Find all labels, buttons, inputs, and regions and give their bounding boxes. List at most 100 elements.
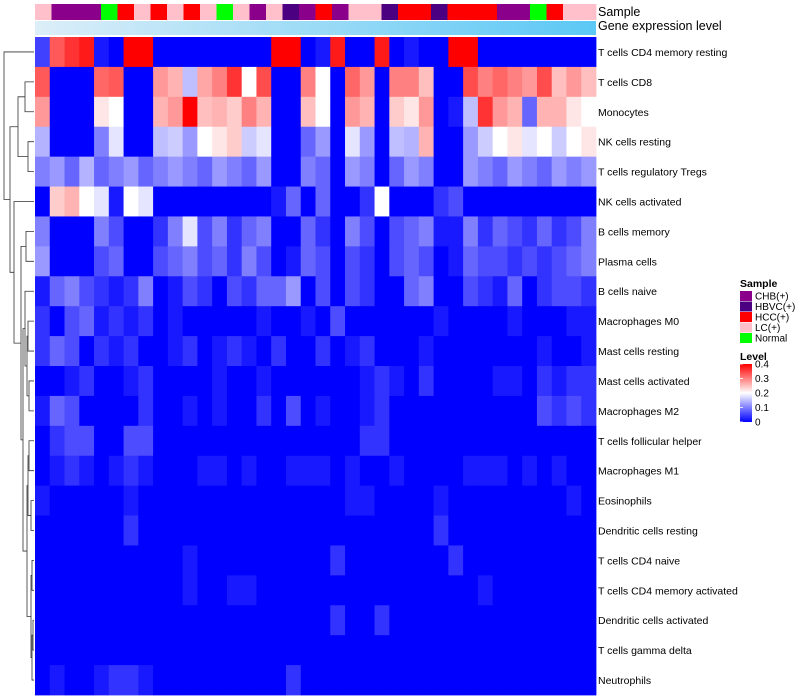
heatmap-cell [507, 156, 523, 187]
heatmap-cell [463, 665, 479, 696]
heatmap-cell [433, 605, 449, 636]
heatmap-cell [345, 635, 361, 666]
heatmap-cell [212, 336, 228, 367]
heatmap-cell [581, 66, 597, 98]
sample-legend-label: HCC(+) [755, 313, 789, 324]
heatmap-cell [492, 276, 508, 307]
heatmap-cell [463, 545, 479, 576]
heatmap-cell [197, 126, 213, 158]
heatmap-cell [79, 425, 95, 457]
heatmap-cell [551, 455, 567, 487]
dendrogram-branch [24, 290, 34, 367]
heatmap-cell [345, 126, 361, 158]
heatmap-cell [79, 485, 95, 516]
heatmap-cell [477, 37, 494, 68]
heatmap-cell [300, 605, 316, 636]
heatmap-cell [271, 276, 287, 307]
heatmap-cell [359, 336, 375, 367]
heatmap-cell [492, 366, 508, 397]
heatmap-cell [507, 366, 523, 397]
sample-annotation-cell [249, 4, 267, 20]
heatmap-cell [94, 635, 110, 666]
heatmap-cell [330, 545, 346, 576]
heatmap-cell [404, 66, 420, 98]
heatmap-cell [492, 186, 508, 217]
heatmap-cell [315, 545, 331, 576]
heatmap-cell [359, 455, 375, 487]
heatmap-cell [123, 395, 139, 427]
heatmap-cell [477, 276, 494, 307]
heatmap-cell [300, 665, 316, 696]
heatmap-cell [79, 96, 95, 128]
row-label: Macrophages M1 [598, 466, 679, 478]
heatmap-cell [522, 425, 538, 457]
heatmap-cell [197, 455, 213, 487]
heatmap-cell [123, 126, 139, 158]
heatmap-cell [389, 126, 405, 158]
heatmap-cell [389, 246, 405, 277]
heatmap-cell [94, 246, 110, 277]
heatmap-cell [581, 575, 597, 606]
heatmap-cell [300, 246, 316, 277]
heatmap-cell [153, 306, 169, 337]
heatmap-cell [123, 246, 139, 277]
heatmap-cell [197, 276, 213, 307]
heatmap-cell [389, 395, 405, 427]
heatmap-cell [581, 485, 597, 516]
heatmap-cell [271, 246, 287, 277]
heatmap-cell [167, 665, 184, 696]
heatmap-cell [359, 425, 375, 457]
heatmap-cell [463, 425, 479, 457]
heatmap-cell [167, 515, 184, 546]
heatmap-cell [345, 276, 361, 307]
heatmap-cell [256, 425, 272, 457]
level-legend-title: Level [740, 351, 767, 363]
heatmap-cell [300, 216, 316, 247]
heatmap-cell [404, 186, 420, 217]
heatmap-cell [64, 96, 80, 128]
sample-annotation-cell [563, 4, 580, 20]
heatmap-cell [182, 66, 198, 98]
level-tick-label: 0.1 [755, 403, 769, 414]
heatmap-cell [492, 156, 508, 187]
heatmap-cell [477, 156, 494, 187]
heatmap-cell [226, 425, 243, 457]
heatmap-cell [536, 455, 553, 487]
heatmap-cell [581, 395, 597, 427]
heatmap-cell [138, 455, 154, 487]
heatmap-cell [492, 575, 508, 606]
sample-annotation-cell [51, 4, 69, 20]
heatmap-cell [330, 66, 346, 98]
row-label: T cells follicular helper [598, 436, 702, 448]
sample-annotation-cell [315, 4, 333, 20]
sample-annotation-cell [134, 4, 151, 20]
heatmap-cell [507, 276, 523, 307]
heatmap-cell [300, 336, 316, 367]
heatmap-cell [35, 665, 51, 696]
dendrogram-branch [28, 440, 34, 472]
heatmap-cell [536, 66, 553, 98]
heatmap-cell [49, 455, 65, 487]
sample-legend: Sample CHB(+)HBVC(+)HCC(+)LC(+)Normal [740, 278, 795, 345]
heatmap-cell [359, 635, 375, 666]
heatmap-cell [581, 545, 597, 576]
heatmap-cell [359, 665, 375, 696]
heatmap-cell [374, 37, 390, 68]
heatmap-cell [182, 96, 198, 128]
heatmap-cell [433, 126, 449, 158]
heatmap-cell [138, 336, 154, 367]
heatmap-cell [404, 515, 420, 546]
heatmap-cell [256, 37, 272, 68]
heatmap-cell [566, 575, 582, 606]
heatmap-cell [345, 246, 361, 277]
heatmap-cell [374, 575, 390, 606]
heatmap-cell [212, 276, 228, 307]
heatmap-cell [359, 216, 375, 247]
heatmap-cell [123, 635, 139, 666]
heatmap-cell [374, 336, 390, 367]
heatmap-cell [522, 216, 538, 247]
heatmap-cell [418, 37, 434, 68]
heatmap-cell [536, 96, 553, 128]
heatmap-cell [345, 425, 361, 457]
heatmap-cell [581, 455, 597, 487]
